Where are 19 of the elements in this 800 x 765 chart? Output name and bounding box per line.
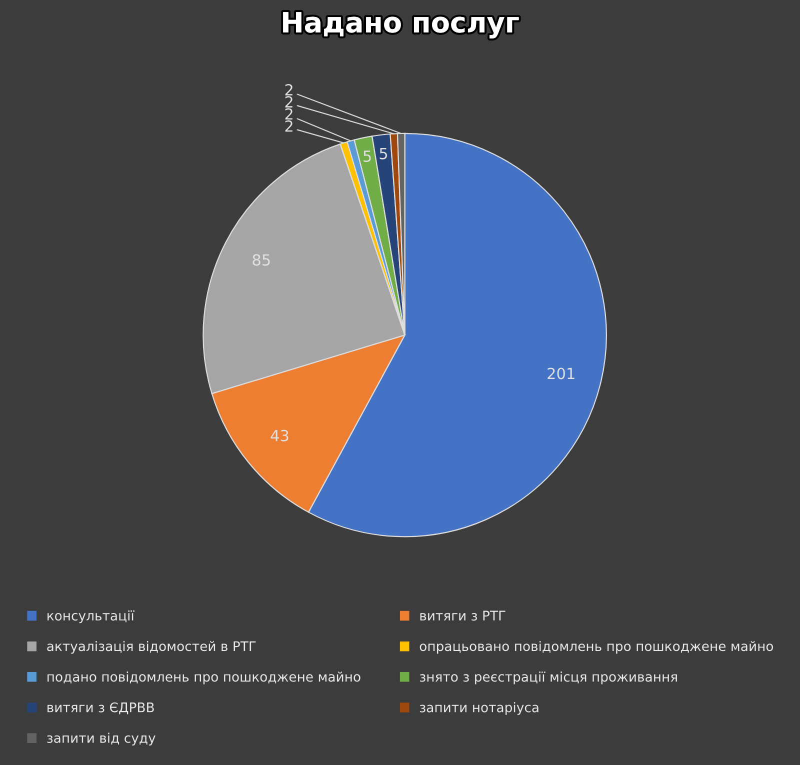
data-label: 2 xyxy=(285,84,292,96)
data-label: 85 xyxy=(252,254,270,266)
data-label: 2 xyxy=(285,96,292,108)
legend-label: знято з реєстрації місця проживання xyxy=(420,672,677,684)
data-label: 5 xyxy=(364,150,371,162)
legend-label: актуалізація відомостей в РТГ xyxy=(47,640,256,654)
data-label: 201 xyxy=(548,368,574,380)
legend-label: запити нотаріуса xyxy=(420,702,538,715)
chart-title: Надано послуг xyxy=(283,12,519,38)
legend-label: консультації xyxy=(48,610,134,624)
data-label: 5 xyxy=(380,148,388,160)
data-label: 2 xyxy=(285,108,292,120)
legend-label: запити від суду xyxy=(47,732,156,746)
data-label: 43 xyxy=(270,430,288,442)
legend-label: подано повідомлень про пошкоджене майно xyxy=(48,672,360,684)
legend-label: витяги з РТГ xyxy=(420,610,506,621)
data-label: 2 xyxy=(285,120,292,132)
legend-label: витяги з ЄДРВВ xyxy=(48,702,154,714)
legend-label: опрацьовано повідомлень про пошкоджене майно xyxy=(420,640,774,654)
